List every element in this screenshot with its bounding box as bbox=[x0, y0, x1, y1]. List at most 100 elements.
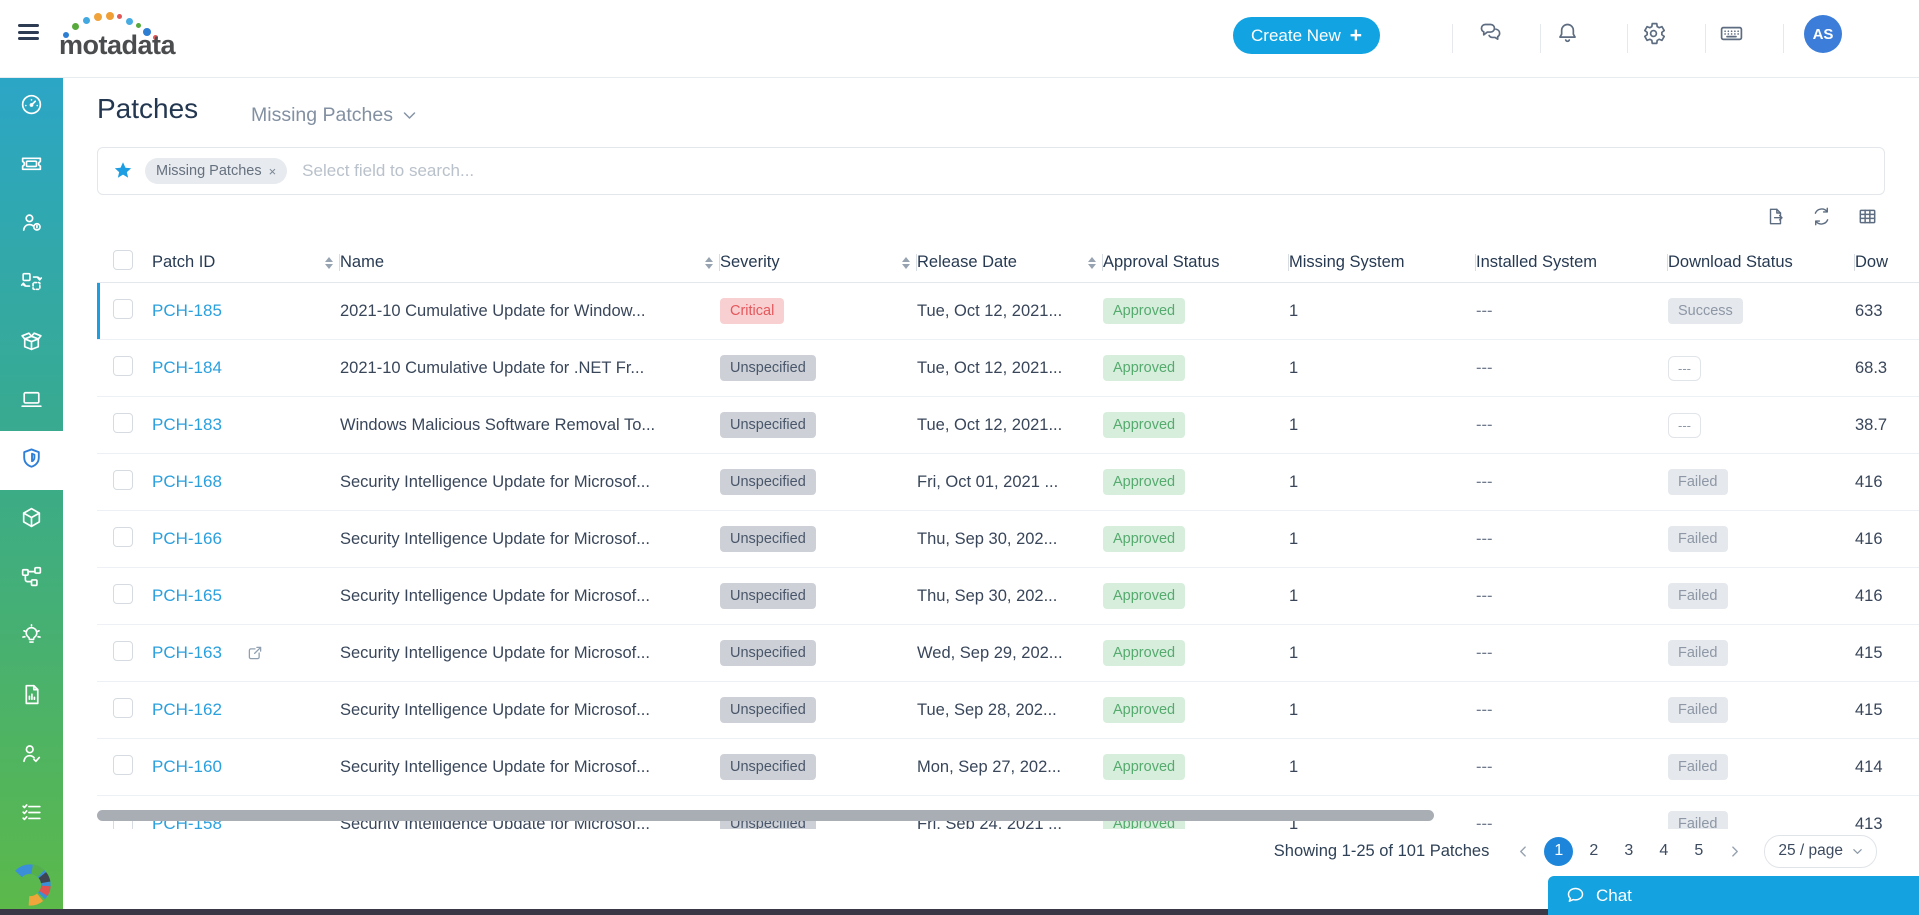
download-size: 416 bbox=[1855, 472, 1883, 491]
select-all-checkbox[interactable] bbox=[113, 250, 133, 270]
sidebar-item-asset[interactable] bbox=[0, 372, 63, 431]
search-input[interactable] bbox=[300, 160, 1884, 182]
table-row[interactable]: PCH-162 Security Intelligence Update for … bbox=[97, 682, 1919, 739]
row-checkbox[interactable] bbox=[113, 298, 133, 319]
download-size: 413 bbox=[1855, 814, 1883, 830]
hamburger-menu-icon[interactable] bbox=[18, 24, 39, 40]
sidebar-item-solution[interactable] bbox=[0, 608, 63, 667]
page-number-3[interactable]: 3 bbox=[1624, 842, 1634, 859]
sort-icon[interactable] bbox=[1088, 256, 1096, 269]
sidebar-item-ticket[interactable] bbox=[0, 136, 63, 195]
table-row[interactable]: PCH-183 Windows Malicious Software Remova… bbox=[97, 397, 1919, 454]
column-header-severity[interactable]: Severity bbox=[720, 243, 917, 282]
sidebar-item-approval[interactable] bbox=[0, 726, 63, 785]
column-header-name[interactable]: Name bbox=[340, 243, 720, 282]
release-date: Tue, Oct 12, 2021... bbox=[917, 358, 1063, 377]
search-filter-bar: Missing Patches × bbox=[97, 147, 1885, 195]
table-row[interactable]: PCH-185 2021-10 Cumulative Update for Win… bbox=[97, 283, 1919, 340]
column-header-missing-system: Missing System bbox=[1289, 243, 1476, 282]
table-row[interactable]: PCH-166 Security Intelligence Update for … bbox=[97, 511, 1919, 568]
bell-icon[interactable] bbox=[1554, 20, 1581, 47]
view-selector-dropdown[interactable]: Missing Patches bbox=[251, 104, 417, 127]
table-row[interactable]: PCH-184 2021-10 Cumulative Update for .NE… bbox=[97, 340, 1919, 397]
patch-id-link[interactable]: PCH-163 bbox=[152, 643, 222, 662]
package-icon bbox=[19, 505, 44, 535]
chat-launcher-button[interactable]: Chat bbox=[1548, 876, 1919, 915]
row-checkbox[interactable] bbox=[113, 697, 133, 718]
column-header-download-status: Download Status bbox=[1668, 243, 1855, 282]
sort-icon[interactable] bbox=[902, 256, 910, 269]
filter-chip-missing-patches[interactable]: Missing Patches × bbox=[145, 158, 288, 184]
patch-id-link[interactable]: PCH-185 bbox=[152, 301, 222, 320]
sidebar-item-users[interactable] bbox=[0, 195, 63, 254]
approval-status-badge: Approved bbox=[1103, 297, 1186, 325]
row-checkbox[interactable] bbox=[113, 754, 133, 775]
column-header-patch-id[interactable]: Patch ID bbox=[152, 243, 340, 282]
external-link-icon[interactable] bbox=[246, 644, 264, 662]
row-checkbox[interactable] bbox=[113, 412, 133, 433]
sidebar-item-package[interactable] bbox=[0, 490, 63, 549]
network-icon bbox=[19, 564, 44, 594]
row-checkbox[interactable] bbox=[113, 583, 133, 604]
patch-id-link[interactable]: PCH-165 bbox=[152, 586, 222, 605]
gear-icon[interactable] bbox=[1640, 20, 1667, 47]
refresh-icon[interactable] bbox=[1811, 206, 1832, 227]
user-avatar[interactable]: AS bbox=[1804, 15, 1842, 53]
release-date: Thu, Sep 30, 202... bbox=[917, 529, 1058, 548]
next-page-icon[interactable] bbox=[1720, 837, 1748, 865]
missing-system-count: 1 bbox=[1289, 415, 1299, 434]
table-row[interactable]: PCH-165 Security Intelligence Update for … bbox=[97, 568, 1919, 625]
export-icon[interactable] bbox=[1765, 206, 1786, 227]
sidebar-item-patch[interactable] bbox=[0, 431, 63, 490]
patch-name: Security Intelligence Update for Microso… bbox=[340, 700, 650, 719]
sort-icon[interactable] bbox=[325, 256, 333, 269]
sidebar-item-task[interactable] bbox=[0, 785, 63, 844]
columns-grid-icon[interactable] bbox=[1857, 206, 1878, 227]
download-size: 633 bbox=[1855, 301, 1883, 320]
download-size: 415 bbox=[1855, 700, 1883, 719]
chip-close-icon[interactable]: × bbox=[268, 163, 277, 179]
installed-system-value: --- bbox=[1476, 415, 1493, 434]
approval-status-badge: Approved bbox=[1103, 753, 1186, 781]
sidebar-item-report[interactable] bbox=[0, 667, 63, 726]
chat-icon[interactable] bbox=[1477, 20, 1504, 47]
patch-id-link[interactable]: PCH-183 bbox=[152, 415, 222, 434]
page-size-select[interactable]: 25 / page bbox=[1764, 834, 1877, 868]
severity-badge: Unspecified bbox=[720, 354, 816, 382]
chevron-down-icon bbox=[403, 112, 416, 119]
patch-id-link[interactable]: PCH-162 bbox=[152, 700, 222, 719]
page-number-5[interactable]: 5 bbox=[1694, 842, 1704, 859]
column-header-release-date[interactable]: Release Date bbox=[917, 243, 1103, 282]
missing-system-count: 1 bbox=[1289, 472, 1299, 491]
sidebar-item-dashboard[interactable] bbox=[0, 77, 63, 136]
sidebar-item-release[interactable] bbox=[0, 313, 63, 372]
patch-id-link[interactable]: PCH-184 bbox=[152, 358, 222, 377]
sidebar-item-network[interactable] bbox=[0, 549, 63, 608]
row-checkbox[interactable] bbox=[113, 469, 133, 490]
horizontal-scrollbar[interactable] bbox=[97, 810, 1434, 821]
create-new-button[interactable]: Create New + bbox=[1233, 17, 1381, 54]
download-status-badge: --- bbox=[1668, 412, 1701, 438]
table-row[interactable]: PCH-163 Security Intelligence Update for … bbox=[97, 625, 1919, 682]
sidebar-item-change[interactable] bbox=[0, 254, 63, 313]
keyboard-icon[interactable] bbox=[1718, 20, 1745, 47]
patch-id-link[interactable]: PCH-168 bbox=[152, 472, 222, 491]
patch-id-link[interactable]: PCH-166 bbox=[152, 529, 222, 548]
row-checkbox[interactable] bbox=[113, 640, 133, 661]
page-number-4[interactable]: 4 bbox=[1659, 842, 1669, 859]
row-checkbox[interactable] bbox=[113, 526, 133, 547]
row-checkbox[interactable] bbox=[113, 355, 133, 376]
page-number-2[interactable]: 2 bbox=[1589, 842, 1599, 859]
favorite-star-icon[interactable] bbox=[112, 160, 134, 182]
approval-status-badge: Approved bbox=[1103, 696, 1186, 724]
table-row[interactable]: PCH-160 Security Intelligence Update for … bbox=[97, 739, 1919, 796]
table-row[interactable]: PCH-168 Security Intelligence Update for … bbox=[97, 454, 1919, 511]
brand-donut-logo bbox=[9, 864, 51, 906]
table-body: PCH-185 2021-10 Cumulative Update for Win… bbox=[97, 283, 1919, 829]
patch-id-link[interactable]: PCH-160 bbox=[152, 757, 222, 776]
severity-badge: Unspecified bbox=[720, 696, 816, 724]
sort-icon[interactable] bbox=[705, 256, 713, 269]
page-number-1[interactable]: 1 bbox=[1544, 836, 1574, 866]
release-date: Wed, Sep 29, 202... bbox=[917, 643, 1063, 662]
prev-page-icon[interactable] bbox=[1509, 837, 1537, 865]
